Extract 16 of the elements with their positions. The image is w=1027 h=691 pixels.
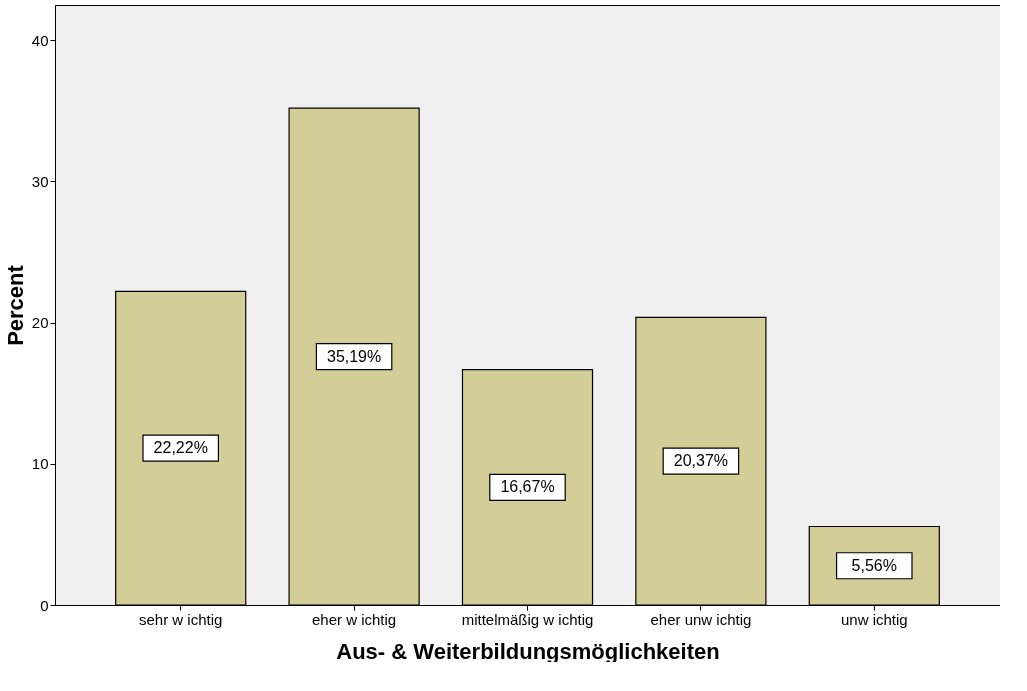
y-tick-label: 40 — [31, 31, 49, 49]
data-label: 35,19% — [326, 347, 382, 365]
y-tick-label: 0 — [40, 596, 49, 614]
y-tick-label: 30 — [31, 172, 49, 190]
x-tick-label: eher w ichtig — [312, 610, 397, 628]
y-tick-label: 10 — [31, 455, 49, 473]
x-tick-label: eher unw ichtig — [650, 610, 752, 628]
x-tick-label: sehr w ichtig — [139, 610, 223, 628]
y-tick-label: 20 — [31, 314, 49, 332]
data-label: 20,37% — [673, 452, 729, 470]
data-label: 16,67% — [500, 478, 555, 496]
data-label: 5,56% — [851, 556, 897, 574]
x-tick-label: mittelmäßig w ichtig — [461, 610, 594, 628]
y-axis-title: Percent — [2, 264, 28, 346]
x-tick-label: unw ichtig — [840, 610, 908, 628]
data-label: 22,22% — [153, 439, 208, 457]
